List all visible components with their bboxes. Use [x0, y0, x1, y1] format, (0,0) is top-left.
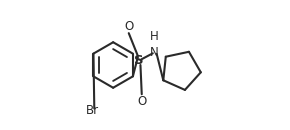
Text: O: O	[137, 95, 146, 108]
Text: N: N	[151, 46, 159, 59]
Text: Br: Br	[86, 104, 99, 117]
Text: S: S	[134, 54, 144, 67]
Text: H: H	[151, 30, 159, 43]
Text: O: O	[124, 20, 133, 32]
